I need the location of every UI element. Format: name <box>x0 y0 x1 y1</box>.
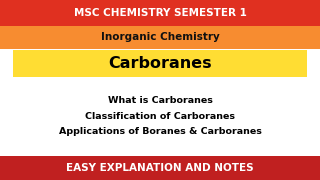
Text: Applications of Boranes & Carboranes: Applications of Boranes & Carboranes <box>59 127 261 136</box>
Bar <box>0 0 320 26</box>
Text: MSC CHEMISTRY SEMESTER 1: MSC CHEMISTRY SEMESTER 1 <box>74 8 246 18</box>
Text: Classification of Carboranes: Classification of Carboranes <box>85 112 235 121</box>
Text: EASY EXPLANATION AND NOTES: EASY EXPLANATION AND NOTES <box>66 163 254 173</box>
Text: What is Carboranes: What is Carboranes <box>108 96 212 105</box>
Text: Inorganic Chemistry: Inorganic Chemistry <box>100 32 220 42</box>
Bar <box>13 50 307 76</box>
Bar <box>0 156 320 180</box>
Text: Carboranes: Carboranes <box>108 56 212 71</box>
Bar <box>0 26 320 49</box>
